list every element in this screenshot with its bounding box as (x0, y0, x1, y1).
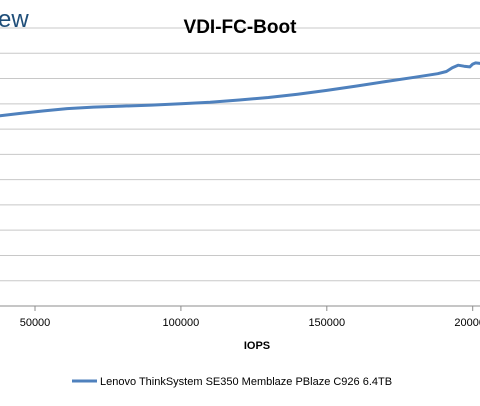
legend: Lenovo ThinkSystem SE350 Memblaze PBlaze… (72, 376, 392, 388)
x-tick-label-2: 150000 (308, 317, 345, 329)
grid-lines (0, 27, 480, 282)
series-line-0 (0, 61, 480, 118)
chart-title: VDI-FC-Boot (184, 17, 298, 38)
x-axis-title: IOPS (244, 340, 270, 352)
legend-label: Lenovo ThinkSystem SE350 Memblaze PBlaze… (100, 376, 392, 388)
x-tick-labels: 50000 100000 150000 200000 (20, 306, 480, 329)
x-tick-label-1: 100000 (163, 317, 200, 329)
brand-logo-text: ew (0, 6, 29, 33)
x-tick-label-0: 50000 (20, 317, 51, 329)
x-tick-label-3: 200000 (454, 317, 480, 329)
series-lines (0, 61, 480, 118)
